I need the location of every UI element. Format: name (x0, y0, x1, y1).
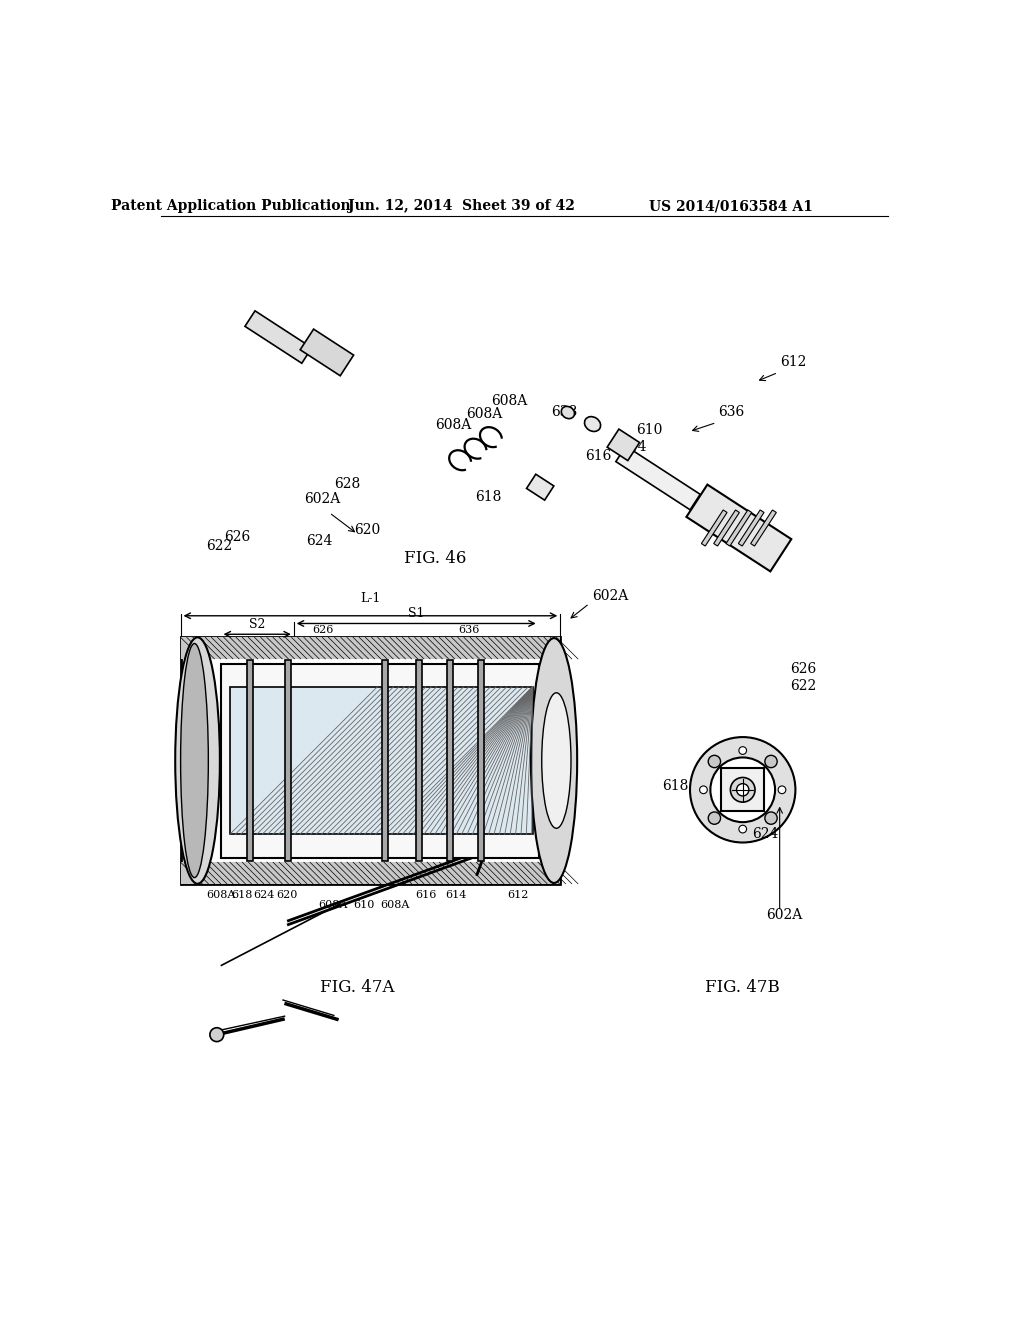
Bar (300, 329, 353, 376)
Text: 624: 624 (306, 535, 333, 548)
Bar (701, 510, 727, 546)
Bar (180, 638, 560, 659)
Text: S1: S1 (408, 607, 425, 620)
Circle shape (709, 812, 721, 824)
Text: 614: 614 (445, 890, 467, 900)
Text: 608A: 608A (380, 900, 410, 911)
Text: 636: 636 (459, 626, 480, 635)
Text: 626: 626 (791, 661, 817, 676)
Text: 616: 616 (415, 890, 436, 900)
Ellipse shape (175, 638, 220, 884)
Text: 610: 610 (353, 900, 375, 911)
Ellipse shape (585, 417, 601, 432)
Circle shape (711, 758, 775, 822)
Ellipse shape (531, 638, 578, 883)
Text: S2: S2 (249, 618, 265, 631)
Text: 624: 624 (752, 826, 778, 841)
Circle shape (709, 755, 721, 768)
Text: FIG. 47A: FIG. 47A (321, 978, 395, 995)
Bar (286, 660, 292, 862)
Text: 608A: 608A (466, 407, 503, 421)
Text: 626: 626 (312, 626, 334, 635)
Ellipse shape (690, 738, 795, 842)
Circle shape (730, 777, 755, 803)
Text: 602A: 602A (304, 492, 340, 507)
Bar (245, 310, 312, 363)
Bar (607, 429, 640, 461)
Circle shape (210, 1028, 223, 1041)
Text: 602A: 602A (766, 908, 802, 923)
Text: 618: 618 (475, 490, 502, 504)
Circle shape (739, 825, 746, 833)
Ellipse shape (561, 407, 574, 418)
Bar (526, 474, 554, 500)
Circle shape (778, 785, 785, 793)
Circle shape (690, 738, 795, 842)
Bar (478, 660, 484, 862)
Text: 612: 612 (779, 355, 806, 370)
Text: 612: 612 (507, 890, 528, 900)
Text: 638: 638 (551, 405, 578, 418)
Bar (714, 510, 739, 546)
Bar (447, 660, 454, 862)
Text: FIG. 47B: FIG. 47B (706, 978, 780, 995)
Text: 602A: 602A (593, 590, 629, 603)
Bar (180, 638, 560, 884)
Text: Patent Application Publication: Patent Application Publication (111, 199, 350, 213)
Ellipse shape (180, 644, 208, 878)
Text: 618: 618 (231, 890, 253, 900)
Text: 620: 620 (276, 890, 298, 900)
Circle shape (739, 747, 746, 755)
Text: FIG. 46: FIG. 46 (403, 549, 466, 566)
Text: 608A: 608A (435, 418, 471, 433)
Text: 608A: 608A (490, 393, 527, 408)
Text: L-1: L-1 (360, 591, 381, 605)
Text: 626: 626 (224, 531, 251, 544)
Text: Jun. 12, 2014  Sheet 39 of 42: Jun. 12, 2014 Sheet 39 of 42 (348, 199, 575, 213)
Text: 618: 618 (662, 779, 688, 793)
Text: 622: 622 (791, 678, 817, 693)
Bar (686, 484, 792, 572)
Text: 614: 614 (621, 440, 647, 454)
Bar (416, 660, 422, 862)
Text: 620: 620 (354, 523, 380, 537)
Bar (230, 686, 532, 834)
Bar (382, 660, 388, 862)
Text: 624: 624 (253, 890, 274, 900)
Bar (751, 510, 776, 546)
Circle shape (699, 785, 708, 793)
Bar (220, 664, 539, 858)
Text: 622: 622 (206, 539, 232, 553)
Bar (738, 510, 764, 546)
Text: US 2014/0163584 A1: US 2014/0163584 A1 (649, 199, 813, 213)
Bar (247, 660, 253, 862)
Text: 608A: 608A (318, 900, 348, 911)
Text: 616: 616 (585, 449, 611, 463)
Bar (180, 862, 560, 884)
Text: 636: 636 (718, 405, 744, 420)
Text: 608A: 608A (206, 890, 236, 900)
Circle shape (765, 755, 777, 768)
Text: 610: 610 (637, 424, 663, 437)
Circle shape (736, 784, 749, 796)
Ellipse shape (542, 693, 571, 829)
Bar (721, 768, 764, 812)
Circle shape (765, 812, 777, 824)
Bar (726, 510, 752, 546)
Bar (615, 446, 700, 510)
Text: 628: 628 (335, 477, 360, 491)
